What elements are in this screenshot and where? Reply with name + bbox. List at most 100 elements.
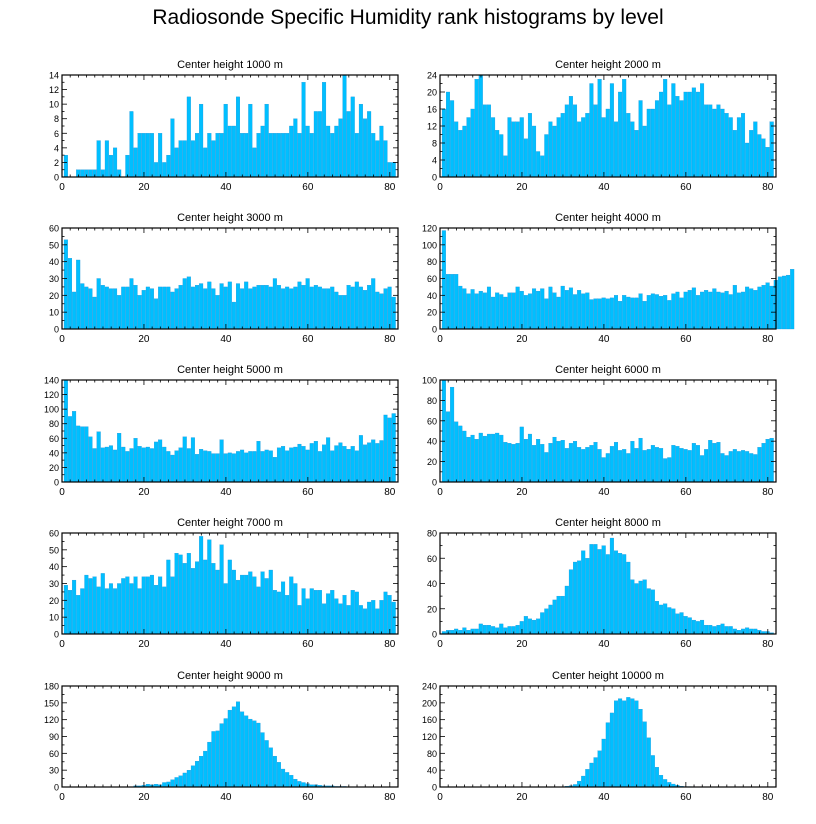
histogram-bar [80,588,85,635]
histogram-bar [704,290,709,330]
chart-panel-6: Center height 6000 m 0 20 40 60 80 0 20 40 60 80 10… [422,364,777,498]
histogram-bar [765,282,770,330]
histogram-bar [215,133,220,178]
x-tick-label: 40 [598,334,610,345]
histogram-bar [68,416,73,483]
histogram-bar [585,769,590,788]
histogram-bar [149,133,154,178]
histogram-bar [96,586,101,635]
histogram-bar [342,595,347,635]
x-tick-label: 60 [680,182,692,193]
histogram-bar [614,550,619,635]
histogram-bar [573,441,578,483]
histogram-bar [195,285,200,330]
y-tick-label: 180 [44,682,59,692]
histogram-bar [466,436,471,483]
histogram-bar [536,290,541,330]
histogram-bar [371,278,376,330]
histogram-bar [507,443,512,483]
y-tick-label: 0 [54,173,59,183]
histogram-bar [478,432,483,483]
histogram-bar [223,718,228,788]
histogram-bar [104,588,109,635]
histogram-bar [540,612,545,635]
y-tick-label: 40 [49,257,59,267]
histogram-bar [597,549,602,635]
histogram-bar [544,452,549,483]
histogram-bar [614,121,619,178]
histogram-bar [454,421,459,483]
histogram-bar [736,451,741,483]
histogram-bar [638,100,643,178]
histogram-bar [445,274,450,330]
histogram-bar [301,82,306,178]
histogram-bar [117,433,122,483]
histogram-bar [313,285,318,330]
panel-title: Center height 8000 m [555,517,661,529]
histogram-bar [712,288,717,330]
x-tick-label: 80 [762,182,774,193]
histogram-bar [268,747,273,788]
y-tick-label: 20 [427,308,437,318]
y-tick-label: 20 [49,291,59,301]
histogram-bar [293,446,298,483]
histogram-bar [712,626,717,635]
histogram-bar [597,298,602,330]
histogram-bar [346,285,351,330]
histogram-bar [527,113,532,178]
figure-title: Radiosonde Specific Humidity rank histog… [152,6,664,29]
histogram-bar [68,258,73,330]
y-tick-label: 2 [54,158,59,168]
panel-title: Center height 6000 m [555,364,661,376]
histogram-bar [626,296,631,330]
y-tick-label: 80 [427,257,437,267]
histogram-bar [593,757,598,788]
histogram-bar [190,437,195,483]
histogram-bar [256,586,261,635]
histogram-bar [626,697,631,788]
histogram-bar [614,295,619,330]
histogram-bar [149,574,154,635]
histogram-bar [186,553,191,635]
histogram-bar [441,230,446,330]
histogram-bar [675,613,680,635]
histogram-bar [663,79,668,178]
histogram-bar [313,590,318,635]
histogram-bar [231,569,236,635]
histogram-bar [687,91,692,178]
histogram-bar [769,285,774,330]
histogram-bar [223,286,228,330]
histogram-bar [137,446,142,483]
histogram-bar [260,732,265,788]
histogram-bar [618,450,623,483]
histogram-bar [482,292,487,330]
histogram-bar [141,133,146,178]
histogram-bar [659,91,664,178]
histogram-bar [162,286,167,330]
x-tick-label: 0 [437,182,443,193]
histogram-bar [358,605,363,635]
histogram-bar [503,296,508,330]
histogram-bar [667,104,672,178]
histogram-bar [330,450,335,483]
histogram-bar [532,445,537,483]
histogram-bar [749,453,754,483]
histogram-bar [354,450,359,483]
panel-title: Center height 4000 m [555,212,661,224]
y-tick-label: 10 [49,613,59,623]
histogram-bar [363,444,368,483]
histogram-bar [474,628,479,635]
histogram-bar [585,292,590,330]
histogram-bar [511,292,516,330]
histogram-bar [141,447,146,483]
histogram-bar [174,553,179,635]
histogram-bar [732,285,737,330]
histogram-bar [736,117,741,178]
histogram-bar [470,289,475,330]
histogram-bar [350,286,355,330]
histogram-bar [482,625,487,635]
y-tick-label: 80 [49,419,59,429]
histogram-bar [597,750,602,788]
histogram-bar [108,154,113,178]
histogram-bar [642,125,647,178]
